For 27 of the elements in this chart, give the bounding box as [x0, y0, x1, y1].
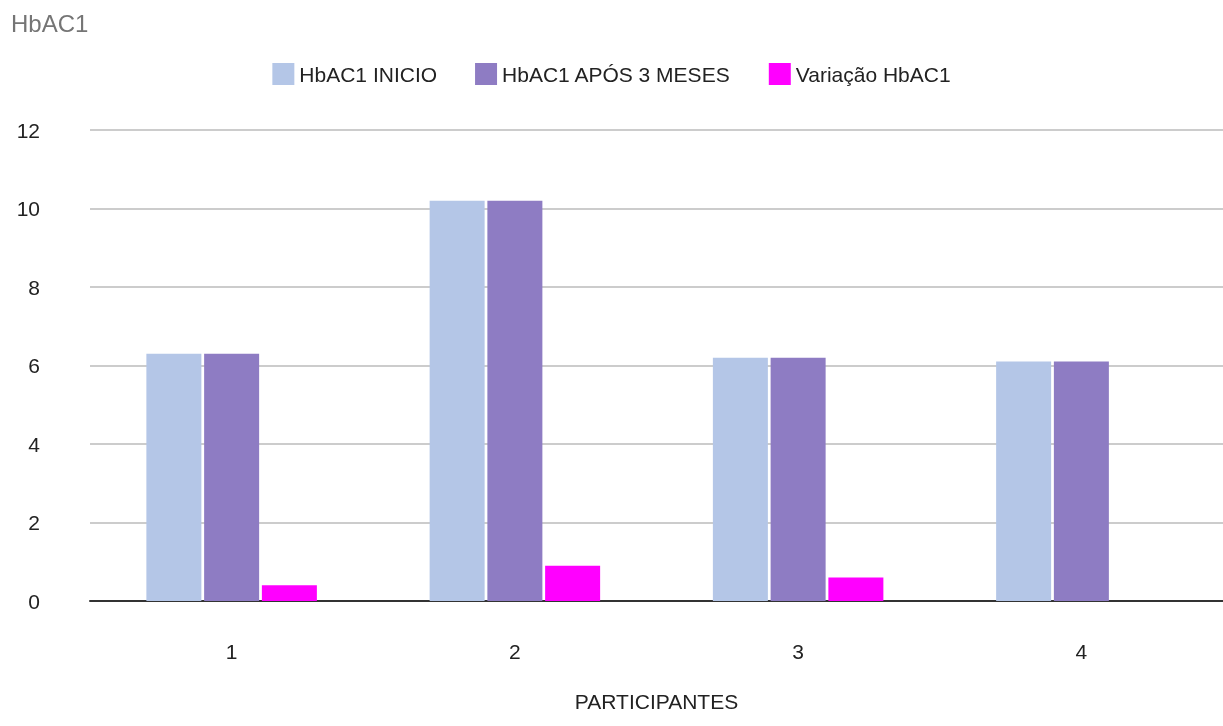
x-tick-label: 3 — [792, 640, 804, 663]
x-axis-title: PARTICIPANTES — [574, 690, 739, 713]
legend-label: HbAC1 INICIO — [299, 62, 438, 86]
bar — [828, 577, 884, 601]
x-tick-label: 1 — [225, 640, 238, 663]
y-tick-label: 10 — [16, 197, 40, 220]
bar — [487, 200, 543, 601]
legend-label: HbAC1 APÓS 3 MESES — [502, 62, 730, 86]
bar — [545, 565, 601, 601]
x-tick-label: 4 — [1075, 640, 1088, 663]
chart-title: HbAC1 — [11, 9, 89, 37]
y-tick-label: 8 — [28, 275, 40, 299]
y-tick-label: 6 — [28, 354, 40, 377]
bar — [429, 200, 485, 601]
bar — [1053, 361, 1109, 601]
bar — [770, 357, 826, 601]
bar — [712, 357, 768, 601]
y-tick-label: 12 — [16, 118, 40, 142]
y-tick-label: 4 — [28, 432, 41, 456]
bar — [996, 361, 1052, 601]
x-tick-label: 2 — [509, 640, 521, 663]
y-tick-label: 2 — [28, 511, 40, 534]
bar — [146, 353, 202, 601]
legend-label: Variação HbAC1 — [795, 62, 951, 86]
bar — [204, 353, 260, 601]
bar — [261, 585, 317, 601]
y-tick-label: 0 — [28, 589, 40, 613]
